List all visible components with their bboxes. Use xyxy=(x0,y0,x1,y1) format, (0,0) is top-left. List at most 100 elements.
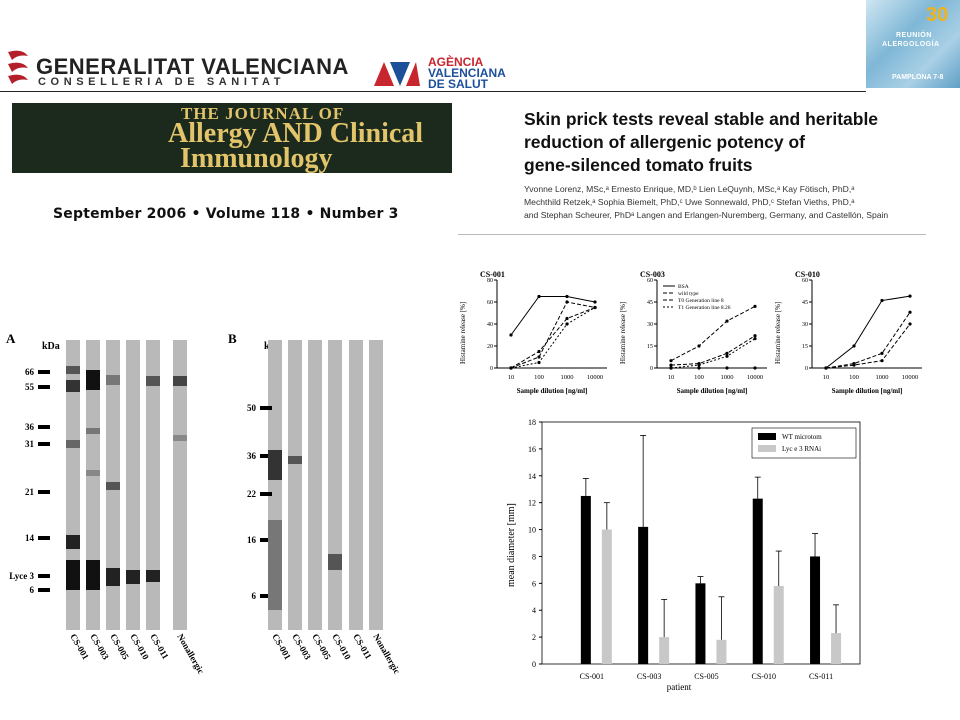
hist-point xyxy=(537,294,541,299)
hist-y-tick-label: 30 xyxy=(647,322,653,328)
hist-point xyxy=(593,305,597,310)
authors-line: Yvonne Lorenz, MSc,ᵃ Ernesto Enrique, MD… xyxy=(524,184,855,194)
bar xyxy=(831,633,842,664)
hist-y-label: Histamine release [%] xyxy=(619,302,627,364)
hist-series-line xyxy=(670,305,756,362)
hist-point xyxy=(697,344,701,348)
hist-point xyxy=(537,349,541,354)
article-divider xyxy=(458,234,926,235)
hist-point xyxy=(509,366,513,370)
blot-band xyxy=(106,568,120,586)
marker-label: 66 xyxy=(25,367,35,377)
hist-y-tick-label: 60 xyxy=(647,278,653,284)
blot-band xyxy=(66,366,80,374)
blot-band xyxy=(86,428,100,434)
agency-line-1: AGÈNCIA xyxy=(428,55,484,69)
journal-name-line-3: Immunology xyxy=(180,143,333,174)
hist-y-tick-label: 30 xyxy=(802,322,808,328)
hist-series-line xyxy=(670,335,756,366)
lane-label: CS-011 xyxy=(351,632,374,661)
bar xyxy=(810,556,821,664)
hist-series-line xyxy=(510,307,596,369)
blot-band xyxy=(86,370,100,390)
bar-y-tick-label: 6 xyxy=(532,579,536,588)
hist-point xyxy=(697,363,701,367)
hist-point xyxy=(852,344,856,348)
hist-y-tick-label: 0 xyxy=(490,366,493,372)
hist-point xyxy=(537,360,541,365)
blot-band xyxy=(106,482,120,490)
marker-label: 55 xyxy=(25,382,35,392)
bar-x-tick-label: CS-005 xyxy=(694,672,718,681)
lane-label: CS-003 xyxy=(88,632,111,662)
bar-y-tick-label: 0 xyxy=(532,660,536,669)
marker-label: 50 xyxy=(247,403,257,413)
hist-x-tick-label: 1000 xyxy=(561,374,574,381)
marker-tick xyxy=(38,370,50,374)
hist-series-line xyxy=(825,311,911,369)
hist-point xyxy=(880,359,884,363)
blot-band xyxy=(146,376,160,386)
lane-label: CS-005 xyxy=(310,632,333,662)
blot-band xyxy=(268,450,282,480)
hist-point xyxy=(565,294,569,299)
article-title: Skin prick tests reveal stable and herit… xyxy=(524,108,944,177)
authors-line: and Stephan Scheurer, PhDᵃ Langen and Er… xyxy=(524,210,889,221)
hist-y-tick-label: 15 xyxy=(647,344,653,350)
blot-lane xyxy=(369,340,383,630)
hist-series-line xyxy=(670,338,756,369)
hist-point xyxy=(880,351,884,355)
hist-y-tick-label: 40 xyxy=(487,322,493,328)
bar-y-tick-label: 8 xyxy=(532,552,536,561)
badge-line-2: ALERGOLOGÍA xyxy=(882,41,940,48)
bar xyxy=(695,583,706,664)
hist-y-tick-label: 45 xyxy=(647,300,653,306)
bar xyxy=(638,526,649,664)
avs-logo-icon xyxy=(374,62,420,86)
blot-lane xyxy=(66,340,80,630)
marker-label: 6 xyxy=(252,591,257,601)
blot-band xyxy=(66,560,80,590)
marker-label: 22 xyxy=(247,489,257,499)
marker-label: 6 xyxy=(30,585,35,595)
lane-label: CS-001 xyxy=(68,632,91,662)
marker-tick xyxy=(260,492,272,496)
hist-point xyxy=(824,366,828,370)
lane-label: CS-010 xyxy=(330,632,353,662)
blot-lane xyxy=(126,340,140,630)
blot-band xyxy=(66,380,80,392)
hist-y-tick-label: 80 xyxy=(487,278,493,284)
hist-series-line xyxy=(825,323,911,369)
bar-legend-label: Lyc e 3 RNAi xyxy=(782,445,821,453)
title-line: reduction of allergenic potency of xyxy=(524,132,806,152)
marker-tick xyxy=(38,490,50,494)
hist-y-label: Histamine release [%] xyxy=(459,302,467,364)
bar-y-label: mean diameter [mm] xyxy=(506,503,517,587)
hist-point xyxy=(753,337,757,341)
marker-label: Lyce 3 xyxy=(9,571,34,581)
journal-banner xyxy=(12,103,452,173)
bar-y-tick-label: 4 xyxy=(532,606,536,615)
lane-label: Nonallergic xyxy=(175,632,206,676)
bar-x-tick-label: CS-010 xyxy=(752,672,776,681)
hist-y-label: Histamine release [%] xyxy=(774,302,782,364)
hist-x-tick-label: 10 xyxy=(668,374,675,381)
hist-x-tick-label: 100 xyxy=(534,374,544,381)
header-divider xyxy=(0,91,866,92)
blot-lane xyxy=(146,340,160,630)
marker-label: 21 xyxy=(25,487,35,497)
hist-point xyxy=(697,366,701,370)
bar xyxy=(580,495,591,664)
hist-point xyxy=(565,322,569,326)
article-authors: Yvonne Lorenz, MSc,ᵃ Ernesto Enrique, MD… xyxy=(524,183,944,223)
hist-series-line xyxy=(510,301,596,369)
histamine-release-charts: CS-001 Histamine release [%] Sample diluti… xyxy=(459,270,922,395)
lane-label: CS-010 xyxy=(128,632,151,662)
marker-tick xyxy=(260,406,272,410)
hist-legend-label: T0 Generation line 8 xyxy=(678,298,724,304)
blot-band xyxy=(66,535,80,549)
bar-legend-label: WT microtom xyxy=(782,433,822,441)
hist-x-label: Sample dilution [ng/ml] xyxy=(517,387,588,395)
marker-tick xyxy=(38,588,50,592)
